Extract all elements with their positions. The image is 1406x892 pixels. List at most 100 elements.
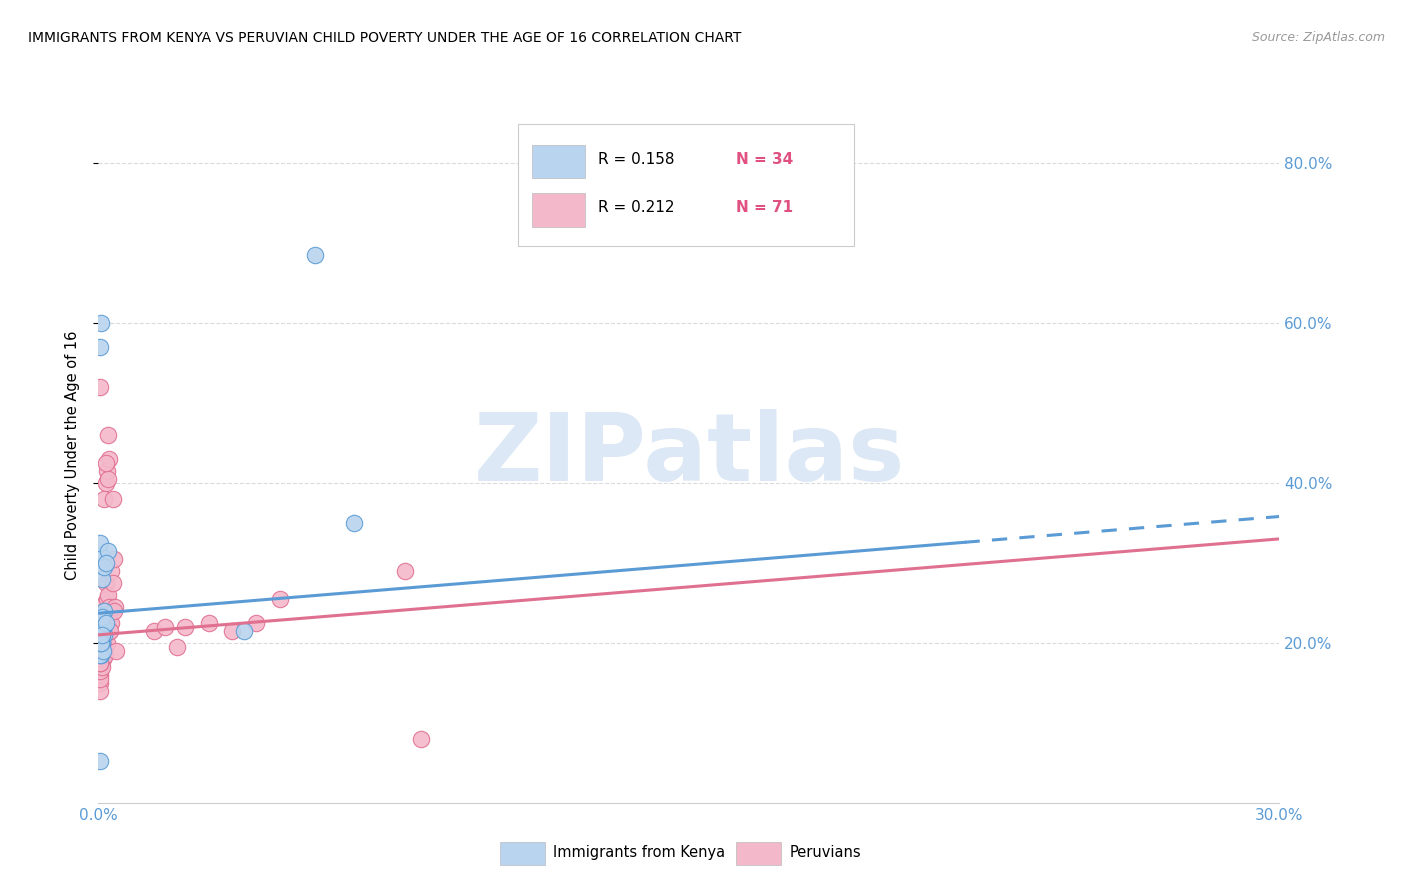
Point <box>98 599 121 614</box>
Point <box>89 660 111 674</box>
Point <box>91 620 114 634</box>
Text: R = 0.158: R = 0.158 <box>598 152 675 167</box>
Point <box>90 652 112 666</box>
Point <box>91 624 114 638</box>
Y-axis label: Child Poverty Under the Age of 16: Child Poverty Under the Age of 16 <box>65 330 80 580</box>
Point <box>103 604 125 618</box>
Point <box>343 516 366 530</box>
FancyBboxPatch shape <box>517 124 855 246</box>
Point <box>98 451 121 466</box>
Bar <box>531 145 585 178</box>
Point <box>90 628 112 642</box>
Point <box>174 620 197 634</box>
Point <box>89 648 111 662</box>
Text: N = 71: N = 71 <box>737 201 793 216</box>
Point <box>90 636 112 650</box>
Point <box>94 556 117 570</box>
Point <box>93 612 115 626</box>
Point <box>155 620 177 634</box>
Point <box>96 620 118 634</box>
Point <box>94 624 117 638</box>
Point <box>93 604 115 618</box>
Text: N = 34: N = 34 <box>737 152 793 167</box>
Text: R = 0.212: R = 0.212 <box>598 201 675 216</box>
Point <box>304 248 326 262</box>
Point <box>89 648 111 662</box>
Bar <box>501 842 546 865</box>
Point <box>94 456 117 470</box>
Point <box>105 644 128 658</box>
Text: IMMIGRANTS FROM KENYA VS PERUVIAN CHILD POVERTY UNDER THE AGE OF 16 CORRELATION : IMMIGRANTS FROM KENYA VS PERUVIAN CHILD … <box>28 31 741 45</box>
Point <box>93 615 115 630</box>
Point <box>94 575 117 590</box>
Text: ZIPatlas: ZIPatlas <box>474 409 904 501</box>
Point <box>97 544 120 558</box>
Point <box>411 731 433 746</box>
Point <box>90 620 112 634</box>
Point <box>166 640 188 654</box>
Point <box>245 615 267 630</box>
Point <box>89 656 111 670</box>
Point <box>90 628 112 642</box>
Point <box>89 668 111 682</box>
Point <box>89 676 111 690</box>
Bar <box>531 194 585 227</box>
Point <box>91 612 114 626</box>
Point <box>101 575 124 590</box>
Point <box>269 591 291 606</box>
Point <box>91 652 114 666</box>
Point <box>89 683 111 698</box>
Point <box>91 610 114 624</box>
Point <box>197 615 219 630</box>
Text: Peruvians: Peruvians <box>789 846 860 861</box>
Point <box>90 660 112 674</box>
Point <box>89 624 111 638</box>
Point <box>93 648 115 662</box>
Point <box>90 636 112 650</box>
Point <box>89 636 111 650</box>
Point <box>91 644 114 658</box>
Point <box>90 548 112 562</box>
Point <box>90 640 112 654</box>
Point <box>90 644 112 658</box>
Point <box>89 754 111 768</box>
Point <box>90 632 112 646</box>
Point <box>90 644 112 658</box>
Point <box>91 624 114 638</box>
Point <box>98 624 121 638</box>
Point <box>394 564 416 578</box>
Point <box>96 464 118 478</box>
Point <box>89 536 111 550</box>
Text: Source: ZipAtlas.com: Source: ZipAtlas.com <box>1251 31 1385 45</box>
Bar <box>737 842 782 865</box>
Point <box>103 552 125 566</box>
Point <box>221 624 243 638</box>
Point <box>93 596 115 610</box>
Point <box>90 620 112 634</box>
Point <box>101 491 124 506</box>
Point <box>89 640 111 654</box>
Point <box>93 632 115 646</box>
Point <box>142 624 165 638</box>
Point <box>93 560 115 574</box>
Point <box>90 636 112 650</box>
Point <box>98 624 121 638</box>
Point <box>89 652 111 666</box>
Point <box>98 615 121 630</box>
Point <box>91 624 114 638</box>
Point <box>93 628 115 642</box>
Point <box>96 591 118 606</box>
Point <box>100 564 122 578</box>
Point <box>90 607 112 622</box>
Point <box>91 624 114 638</box>
Point <box>93 640 115 654</box>
Point <box>94 475 117 490</box>
Point <box>91 620 114 634</box>
Point <box>233 624 256 638</box>
Point <box>89 672 111 686</box>
Point <box>93 607 115 622</box>
Point <box>104 599 127 614</box>
Point <box>96 636 118 650</box>
Point <box>89 656 111 670</box>
Point <box>97 588 120 602</box>
